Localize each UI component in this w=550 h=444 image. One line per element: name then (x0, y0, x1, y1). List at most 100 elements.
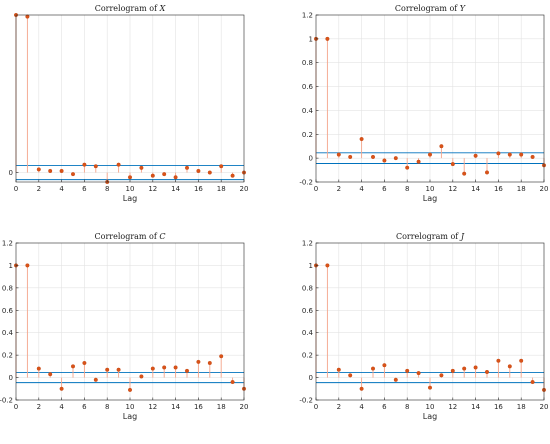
x-tick-label: 20 (240, 185, 249, 193)
chart-title: Correlogram of C (95, 232, 166, 241)
y-tick-label: 0.8 (302, 59, 313, 67)
acf-point (416, 371, 421, 376)
y-tick-label: 1 (9, 262, 13, 270)
x-tick-label: 4 (359, 185, 364, 193)
acf-point (393, 156, 398, 161)
acf-point (82, 360, 87, 365)
y-tick-label: 0.2 (2, 352, 13, 360)
y-tick-label: 0.8 (2, 284, 13, 292)
chart-title-prefix: Correlogram of (395, 4, 460, 13)
chart-title: Correlogram of J (396, 232, 465, 241)
x-axis-label: Lag (423, 412, 437, 421)
acf-point (439, 373, 444, 378)
x-tick-label: 10 (126, 403, 135, 411)
x-tick-label: 14 (471, 185, 480, 193)
acf-point (348, 373, 353, 378)
y-tick-label: 0.2 (302, 131, 313, 139)
acf-point (473, 365, 478, 370)
acf-point (162, 172, 167, 177)
correlogram-panel: 0 2 4 6 8 10 12 14 16 18 20-0.200.20.40.60.811.2La… (0, 232, 248, 421)
acf-point (127, 175, 132, 180)
acf-point (382, 158, 387, 163)
acf-point (207, 360, 212, 365)
x-axis-label: Lag (423, 194, 437, 203)
y-tick-label: 1.2 (2, 240, 13, 248)
y-tick-label: 0.4 (302, 329, 314, 337)
y-tick-label: -0.2 (299, 397, 313, 405)
x-tick-label: 20 (240, 403, 249, 411)
y-tick-label: 0.6 (302, 83, 314, 91)
correlogram-panel: 0 2 4 6 8 10 12 14 16 18 20-0.200.20.40.60.811.2La… (299, 232, 548, 421)
acf-point (173, 175, 178, 180)
acf-point (405, 165, 410, 170)
acf-point (139, 165, 144, 170)
acf-point (359, 137, 364, 142)
x-tick-label: 18 (517, 185, 526, 193)
x-tick-label: 6 (82, 185, 87, 193)
acf-point (382, 363, 387, 368)
x-tick-label: 16 (194, 403, 203, 411)
acf-point (371, 154, 376, 159)
acf-point (450, 368, 455, 373)
acf-point (496, 358, 501, 363)
y-tick-label: -0.2 (299, 179, 313, 187)
y-tick-label: 1.2 (302, 12, 313, 20)
acf-point (416, 159, 421, 164)
chart-title-variable: J (459, 232, 465, 241)
x-tick-label: 18 (217, 185, 226, 193)
acf-point (36, 167, 41, 172)
chart-title-variable: Y (460, 4, 466, 13)
x-tick-label: 2 (37, 185, 41, 193)
acf-point (173, 365, 178, 370)
acf-point (519, 152, 524, 157)
acf-point (196, 168, 201, 173)
x-tick-label: 0 (314, 403, 318, 411)
acf-point (25, 14, 30, 19)
acf-point (36, 366, 41, 371)
x-tick-label: 18 (217, 403, 226, 411)
acf-point (139, 374, 144, 379)
chart-title-variable: X (159, 4, 166, 13)
y-tick-label: 0 (309, 155, 313, 163)
acf-point (393, 377, 398, 382)
correlogram-panel: 0 2 4 6 8 10 12 14 16 18 20 0 Lag Correlogram of X (9, 4, 249, 203)
acf-point (450, 162, 455, 167)
acf-point (70, 364, 75, 369)
acf-point (48, 372, 53, 377)
x-tick-label: 0 (14, 403, 18, 411)
acf-point (325, 263, 330, 268)
x-tick-label: 6 (382, 185, 387, 193)
y-tick-label: 1 (309, 262, 313, 270)
x-tick-label: 12 (448, 185, 457, 193)
x-tick-label: 8 (105, 185, 109, 193)
y-tick-label: 1.2 (302, 240, 313, 248)
acf-point (184, 368, 189, 373)
acf-point (519, 358, 524, 363)
y-tick-label: -0.2 (0, 397, 13, 405)
acf-point (530, 380, 535, 385)
acf-point (150, 366, 155, 371)
x-tick-label: 14 (171, 185, 180, 193)
x-tick-label: 10 (426, 185, 435, 193)
acf-point (496, 151, 501, 156)
acf-point (59, 168, 64, 173)
acf-point (405, 368, 410, 373)
x-tick-label: 4 (59, 403, 64, 411)
acf-point (507, 364, 512, 369)
x-tick-label: 16 (494, 185, 503, 193)
acf-point (207, 170, 212, 175)
y-tick-label: 0.6 (302, 307, 314, 315)
acf-point (219, 164, 224, 169)
x-tick-label: 10 (126, 185, 135, 193)
x-tick-label: 14 (171, 403, 180, 411)
x-tick-label: 6 (382, 403, 387, 411)
y-tick-label: 0.4 (302, 107, 314, 115)
correlogram-panel: 0 2 4 6 8 10 12 14 16 18 20-0.200.20.40.60.811.2La… (299, 4, 548, 203)
y-tick-label: 0.4 (2, 329, 14, 337)
acf-point (82, 162, 87, 167)
x-tick-label: 20 (540, 185, 549, 193)
acf-point (371, 366, 376, 371)
x-tick-label: 6 (82, 403, 87, 411)
x-tick-label: 16 (194, 185, 203, 193)
